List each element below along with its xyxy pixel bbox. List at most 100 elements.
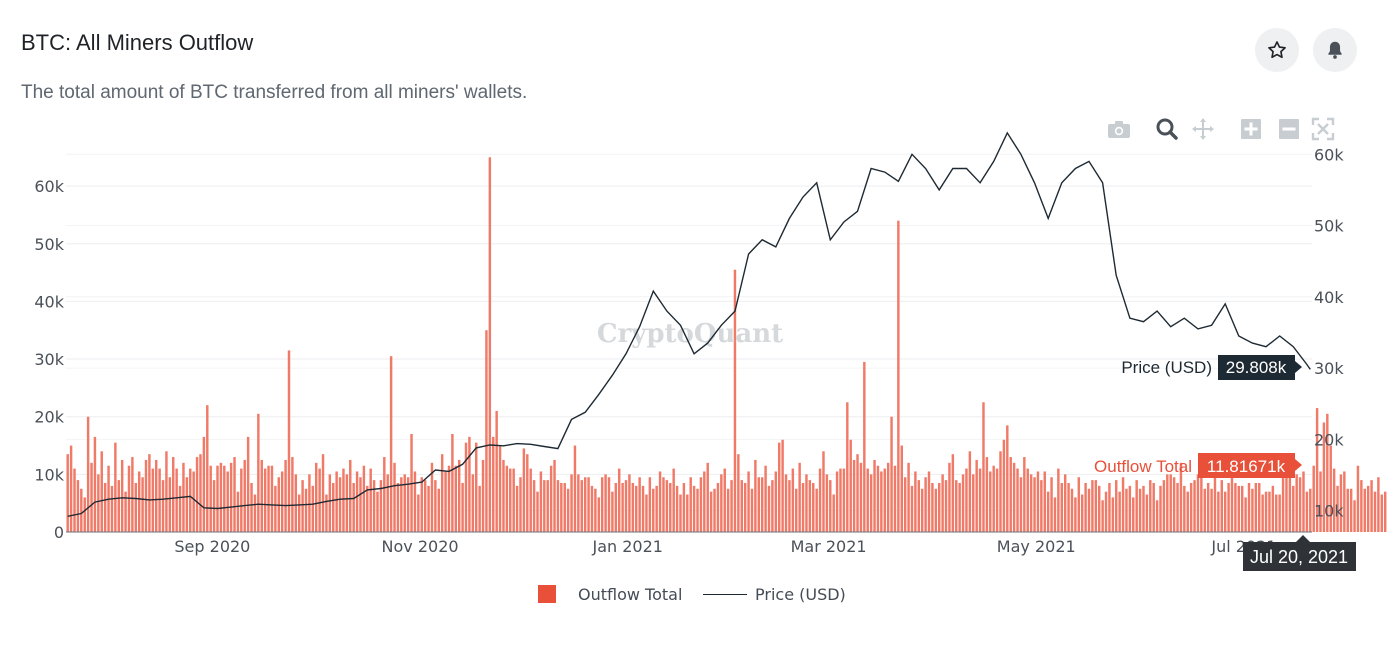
outflow-bar (781, 439, 784, 532)
outflow-bar (457, 459, 461, 532)
outflow-bar (1230, 477, 1234, 532)
page-title: BTC: All Miners Outflow (21, 30, 254, 55)
favorite-button[interactable] (1255, 28, 1299, 72)
outflow-bar (532, 480, 536, 532)
outflow-bar (1370, 480, 1373, 532)
outflow-bar (430, 462, 434, 532)
outflow-bar (822, 451, 825, 532)
outflow-bar (454, 465, 458, 532)
outflow-bar (318, 468, 321, 532)
outflow-bar (223, 465, 226, 532)
outflow-bar (117, 480, 120, 532)
reset-axes-icon[interactable] (1310, 116, 1336, 142)
legend-swatch-price (703, 593, 747, 595)
outflow-bar (137, 471, 141, 532)
pan-icon[interactable] (1190, 116, 1216, 142)
outflow-bar (594, 488, 597, 532)
outflow-bar (1029, 474, 1033, 532)
outflow-bar (662, 477, 665, 532)
outflow-bar (383, 457, 386, 532)
outflow-bar (308, 474, 311, 532)
y-left-tick-label: 30k (34, 350, 64, 369)
outflow-bar (124, 491, 127, 532)
outflow-bar (1046, 491, 1050, 532)
outflow-bar (1336, 485, 1339, 532)
outflow-bar (958, 483, 961, 532)
outflow-bar (260, 459, 263, 532)
outflow-bar (938, 483, 941, 532)
outflow-bar (1315, 408, 1319, 532)
outflow-bar (1275, 494, 1278, 532)
outflow-bar (413, 471, 417, 532)
legend-item-outflow-total[interactable]: Outflow Total (538, 582, 682, 606)
outflow-bar (1057, 468, 1060, 532)
outflow-bar (379, 480, 383, 532)
outflow-bar (1383, 491, 1387, 532)
outflow-bar (927, 471, 931, 532)
outflow-bar (202, 436, 206, 532)
outflow-bar (423, 480, 427, 532)
outflow-bar (760, 477, 764, 532)
outflow-bar (315, 462, 318, 532)
outflow-bar (723, 468, 726, 532)
outflow-bar (1254, 483, 1258, 532)
outflow-bar (492, 436, 495, 532)
outflow-bar (628, 474, 631, 532)
outflow-bar (948, 462, 951, 532)
alert-button[interactable] (1313, 28, 1357, 72)
outflow-bar (359, 477, 362, 532)
outflow-bar (342, 468, 345, 532)
outflow-bar (178, 485, 182, 532)
outflow-bar (624, 480, 628, 532)
outflow-bar (185, 477, 189, 532)
outflow-bar (1237, 485, 1241, 532)
outflow-bar (287, 350, 291, 532)
zoom-icon[interactable] (1154, 116, 1180, 142)
y-left-tick-label: 60k (34, 177, 64, 196)
outflow-bar (985, 457, 989, 532)
outflow-bar (968, 451, 972, 532)
outflow-bar (172, 457, 175, 532)
outflow-bar (97, 474, 100, 532)
outflow-bar (941, 474, 944, 532)
outflow-bar (965, 468, 968, 532)
outflow-bar (955, 480, 958, 532)
outflow-bar (757, 477, 761, 532)
outflow-bar (771, 480, 774, 532)
outflow-bar (488, 157, 492, 533)
outflow-bar (597, 497, 601, 532)
outflow-bar (437, 488, 440, 532)
outflow-bar (617, 468, 621, 532)
outflow-bar (1302, 471, 1305, 532)
outflow-bar (549, 465, 553, 532)
legend-item-price[interactable]: Price (USD) (703, 582, 846, 606)
outflow-bar (1176, 483, 1179, 532)
outflow-bar (672, 468, 675, 532)
outflow-bar (648, 477, 652, 532)
star-icon (1268, 41, 1286, 59)
zoom-in-icon[interactable] (1238, 116, 1264, 142)
outflow-bar (352, 483, 355, 532)
zoom-out-icon[interactable] (1276, 116, 1302, 142)
outflow-bar (1343, 471, 1346, 532)
outflow-bar (447, 465, 451, 532)
camera-icon[interactable] (1106, 116, 1132, 142)
outflow-bar (481, 459, 485, 532)
outflow-bar (301, 480, 304, 532)
outflow-bar (90, 462, 93, 532)
outflow-bar (1142, 485, 1145, 532)
outflow-bar (546, 480, 549, 532)
outflow-bar (832, 494, 835, 532)
outflow-bar (400, 477, 403, 532)
outflow-bar (536, 491, 539, 532)
outflow-bar (369, 468, 372, 532)
outflow-bar (1251, 488, 1254, 532)
outflow-bar (1084, 483, 1087, 532)
outflow-bar (93, 436, 97, 532)
outflow-bar (1305, 491, 1309, 532)
outflow-bar (570, 474, 573, 532)
outflow-bar (920, 488, 924, 532)
outflow-bar (750, 488, 754, 532)
outflow-bar (556, 480, 560, 532)
